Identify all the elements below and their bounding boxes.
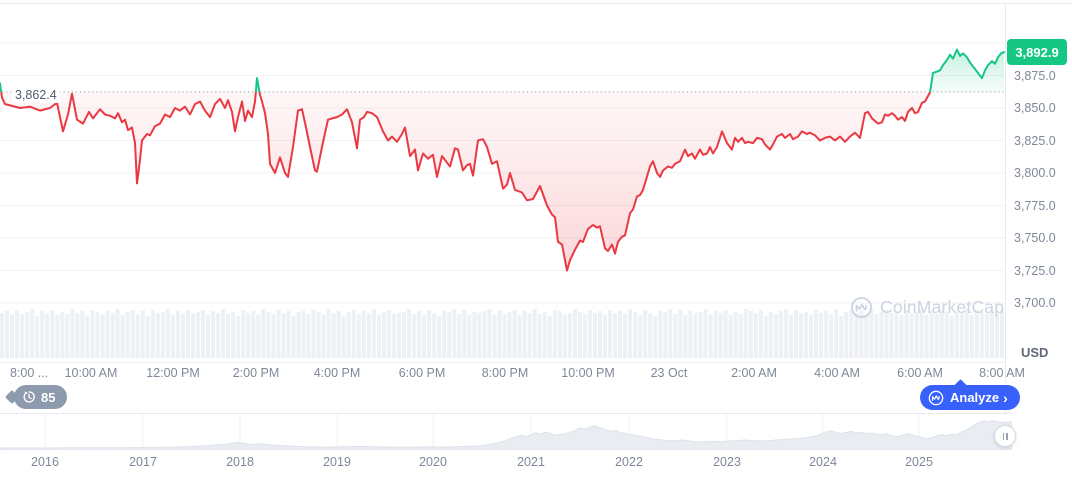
navigator-year-label: 2021	[517, 455, 545, 469]
time-scale-label: 10:00 PM	[561, 366, 615, 380]
navigator-year-label: 2017	[129, 455, 157, 469]
time-scale-label: 4:00 PM	[313, 366, 361, 380]
time-scale-label: 8:00 PM	[481, 366, 529, 380]
current-price-badge: 3,892.9	[1007, 39, 1067, 66]
navigator-year-label: 2025	[905, 455, 933, 469]
time-scale[interactable]: 8:00 ... 10:00 AM 12:00 PM 2:00 PM 4:00 PM 6:…	[0, 363, 1025, 385]
navigator-year-label: 2022	[615, 455, 643, 469]
time-scale-label: 2:00 PM	[232, 366, 280, 380]
history-clock-icon	[23, 391, 35, 403]
time-scale-label: 12:00 PM	[146, 366, 200, 380]
navigator-year-scale[interactable]: 2016 2017 2018 2019 2020 2021 2022 2023 2024 2025	[0, 452, 1072, 472]
navigator-year-label: 2023	[713, 455, 741, 469]
price-scale-unit-label: USD	[1021, 345, 1049, 360]
time-scale-label: 6:00 AM	[897, 366, 943, 380]
coinmarketcap-logo-icon	[928, 390, 944, 405]
price-scale-label: 3,800.0	[1014, 166, 1056, 180]
time-scale-separator	[0, 362, 1005, 363]
price-scale-separator	[1005, 3, 1006, 413]
navigator-year-label: 2016	[31, 455, 59, 469]
price-scale-label: 3,775.0	[1014, 198, 1056, 213]
time-scale-label: 23 Oct	[650, 366, 688, 380]
time-scale-label: 2:00 AM	[731, 366, 777, 380]
time-scale-label: 8:00 ...	[10, 366, 49, 380]
analyze-label: Analyze	[950, 390, 1000, 405]
time-scale-label: 4:00 AM	[814, 366, 860, 380]
price-scale-label: 3,875.0	[1014, 68, 1056, 83]
price-scale-label: 3,700.0	[1014, 296, 1056, 310]
time-scale-label: 6:00 PM	[398, 366, 446, 380]
chevron-right-icon: ›	[1003, 389, 1008, 406]
price-scale-label: 3,725.0	[1014, 263, 1056, 278]
time-scale-label: 10:00 AM	[64, 366, 118, 380]
price-scale[interactable]: 3,892.9 USD 3,875.0 3,850.0 3,825.0 3,800.0…	[1005, 0, 1072, 413]
replay-count: 85	[41, 389, 56, 405]
price-scale-label: 3,750.0	[1014, 231, 1056, 245]
pause-bars-icon	[1002, 432, 1004, 440]
navigator-resize-handle[interactable]	[994, 425, 1016, 447]
navigator-year-label: 2019	[323, 455, 351, 469]
navigator-year-label: 2018	[226, 455, 254, 469]
navigator-year-label: 2020	[419, 455, 447, 469]
baseline-price-label: 3,862.4	[12, 87, 60, 103]
analyze-button[interactable]: Analyze ›	[920, 385, 1020, 410]
navigator-year-label: 2024	[809, 455, 837, 469]
chart-top-border	[0, 3, 1072, 4]
price-chart-plot[interactable]	[0, 0, 1005, 360]
bar-replay-badge[interactable]: 85	[14, 385, 68, 409]
price-scale-label: 3,825.0	[1014, 133, 1056, 148]
time-scale-label: 8:00 AM	[979, 366, 1025, 380]
price-scale-label: 3,850.0	[1014, 101, 1056, 115]
navigator-chart[interactable]	[0, 413, 1012, 450]
